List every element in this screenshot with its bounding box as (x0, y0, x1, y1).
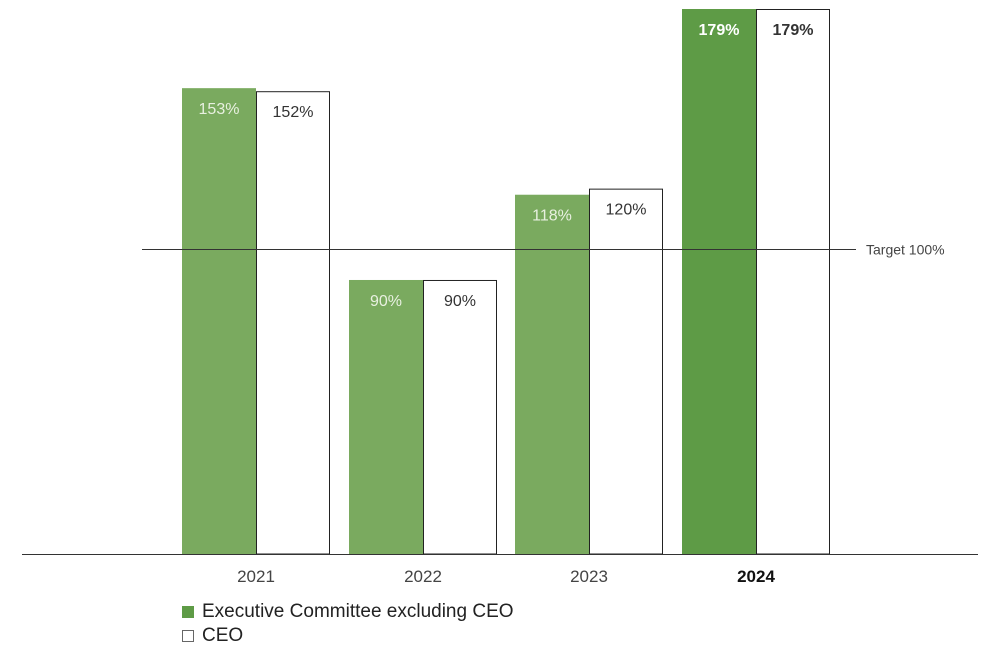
legend-item-ceo: CEO (182, 624, 514, 648)
data-label-ceo-2021: 152% (273, 104, 314, 121)
bar-ceo-2023 (589, 188, 663, 555)
legend-item-exec: Executive Committee excluding CEO (182, 600, 514, 624)
data-label-ceo-2022: 90% (444, 293, 476, 310)
legend-swatch-ceo (182, 630, 194, 642)
bar-exec-2023 (515, 194, 589, 554)
target-line-label: Target 100% (866, 242, 945, 258)
x-tick-label-2021: 2021 (237, 567, 275, 586)
x-tick-label-2022: 2022 (404, 567, 442, 586)
legend-label-ceo: CEO (202, 625, 244, 646)
bar-ceo-2021 (256, 91, 330, 555)
data-label-exec-2024: 179% (699, 22, 740, 39)
data-label-ceo-2024: 179% (773, 22, 814, 39)
legend: Executive Committee excluding CEO CEO (182, 600, 514, 648)
bar-ceo-2024 (756, 9, 830, 555)
x-tick-label-2023: 2023 (570, 567, 608, 586)
bar-ceo-2022 (423, 279, 497, 555)
bar-exec-2022 (349, 279, 423, 554)
bar-exec-2024 (682, 9, 756, 554)
bar-exec-2021 (182, 88, 256, 554)
bar-chart: 153% 152% 2021 90% 90% 2022 118% 120% 2023 179% 17… (22, 9, 978, 586)
legend-swatch-exec (182, 606, 194, 618)
data-label-exec-2022: 90% (370, 293, 402, 310)
x-tick-label-2024: 2024 (737, 567, 775, 586)
legend-label-exec: Executive Committee excluding CEO (202, 601, 514, 622)
data-label-exec-2021: 153% (199, 101, 240, 118)
data-label-exec-2023: 118% (532, 208, 572, 225)
data-label-ceo-2023: 120% (606, 202, 647, 219)
